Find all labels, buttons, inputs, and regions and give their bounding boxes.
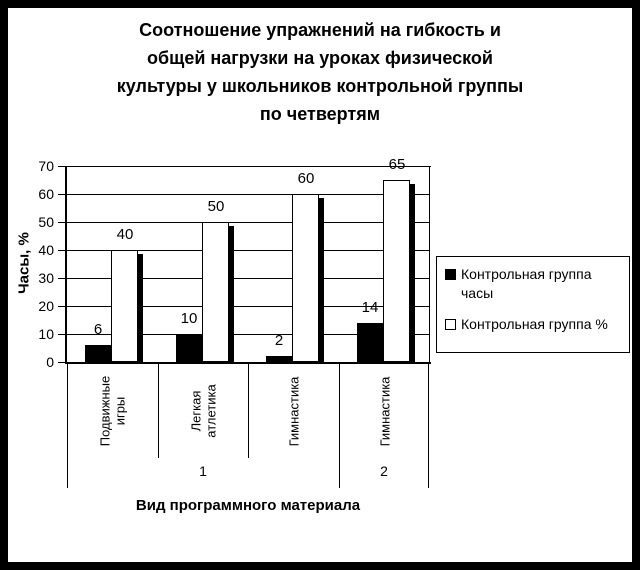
category-label: Легкая атлетика [188,384,219,438]
y-tick-label: 60 [38,186,54,202]
y-tick [58,306,65,307]
category-divider [339,364,340,458]
bar-value-label: 65 [388,156,406,173]
bar-value-label: 10 [180,310,198,327]
category-cell: Гимнастика [248,364,339,458]
group-label: 1 [199,463,207,479]
chart-title-line: культуры у школьников контрольной группы [116,76,524,96]
y-tick [58,362,65,363]
group-divider [67,458,68,488]
plot-top-border [67,166,431,167]
gridline [67,194,429,195]
y-tick [58,334,65,335]
y-tick [58,194,65,195]
bar-hours [266,356,292,362]
chart-title-line: общей нагрузки на уроках физической [147,48,493,68]
y-tick [58,250,65,251]
legend-swatch-percent [445,319,456,330]
chart-title-line: по четвертям [259,104,381,124]
y-axis-line [65,166,67,364]
bar-value-label: 60 [297,170,315,187]
bar-shadow [138,254,143,362]
category-label: Гимнастика [286,376,301,446]
gridline [67,278,429,279]
category-cell: Гимнастика [339,364,430,458]
y-tick-label: 30 [38,270,54,286]
category-divider [248,364,249,458]
gridline [67,222,429,223]
legend-item-percent: Контрольная группа % [445,315,625,334]
group-divider [428,458,429,488]
y-tick [58,166,65,167]
category-axis-row: Подвижные игры Легкая атлетика Гимнастика Г… [67,364,429,458]
category-label: Подвижные игры [97,375,128,447]
bar-hours [176,334,202,362]
category-divider [67,364,68,458]
bar-value-label: 6 [93,321,103,338]
group-divider [339,458,340,488]
gridline [67,334,429,335]
legend-swatch-hours [445,269,456,280]
plot-right-border [429,166,430,362]
chart-title-line: Соотношение упражнений на гибкость и [139,20,501,40]
category-divider [428,364,429,458]
legend: Контрольная группа часы Контрольная груп… [436,256,630,353]
x-axis-title: Вид программного материала [135,497,361,514]
gridline [67,250,429,251]
legend-item-hours: Контрольная группа часы [445,265,625,303]
bar-percent [111,250,138,362]
y-tick-label: 70 [38,158,54,174]
bar-shadow [319,198,324,362]
plot-area: 6 40 10 50 2 60 14 65 [67,157,429,362]
category-label: Гимнастика [377,376,392,446]
bar-shadow [229,226,234,362]
legend-label-hours: Контрольная группа часы [461,266,592,301]
bar-hours [85,345,111,362]
y-tick-label: 10 [38,326,54,342]
chart-title: Соотношение упражнений на гибкость и общ… [8,16,632,128]
category-cell: Подвижные игры [67,364,158,458]
y-tick [58,278,65,279]
bar-value-label: 14 [361,299,379,316]
bar-value-label: 50 [207,198,225,215]
y-tick-label: 40 [38,242,54,258]
category-divider [158,364,159,458]
bar-percent [383,180,410,362]
bar-percent [292,194,319,362]
y-tick [58,222,65,223]
bar-value-label: 40 [116,226,134,243]
bar-hours [357,323,383,362]
category-cell: Легкая атлетика [158,364,249,458]
y-tick-label: 0 [46,354,54,370]
gridline [67,306,429,307]
group-label: 2 [380,463,388,479]
bar-value-label: 2 [274,332,284,349]
bar-percent [202,222,229,362]
x-axis-line [65,362,431,364]
bar-shadow [410,184,415,362]
legend-label-percent: Контрольная группа % [461,316,608,332]
y-tick-label: 20 [38,298,54,314]
y-tick-label: 50 [38,214,54,230]
